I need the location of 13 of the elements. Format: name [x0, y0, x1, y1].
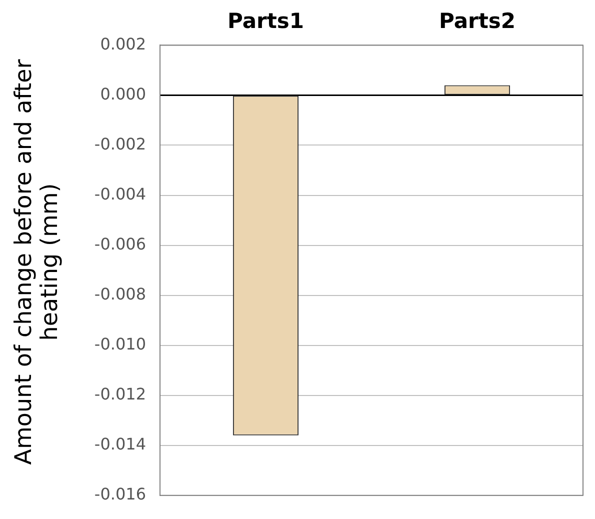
x-tick-label: Parts1 [227, 9, 304, 34]
y-tick-label: -0.016 [94, 484, 146, 504]
y-axis-title: Amount of change before and after heating (mm) [11, 58, 63, 467]
y-tick-label: -0.008 [94, 284, 146, 304]
y-tick-label: 0.002 [100, 34, 146, 54]
y-tick-label: -0.010 [94, 334, 146, 354]
y-tick-label: -0.006 [94, 234, 146, 254]
y-tick-label: -0.012 [94, 384, 146, 404]
x-tick-label: Parts2 [438, 9, 516, 34]
y-tick-label: 0.000 [100, 84, 146, 104]
y-tick-label: -0.004 [94, 184, 146, 204]
y-tick-label: -0.014 [94, 434, 146, 454]
y-tick-label: -0.002 [94, 134, 146, 154]
